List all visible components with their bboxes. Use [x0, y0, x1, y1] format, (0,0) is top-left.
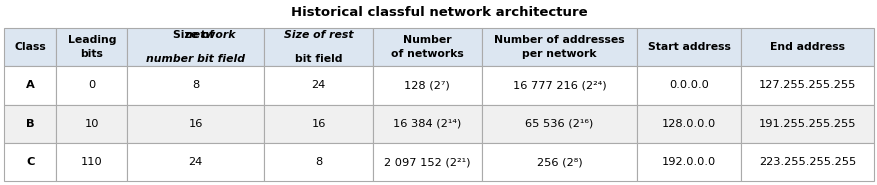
Text: 192.0.0.0: 192.0.0.0 — [661, 157, 716, 167]
Bar — [740, 105, 873, 143]
Bar — [127, 105, 264, 143]
Text: 256 (2⁸): 256 (2⁸) — [536, 157, 581, 167]
Text: Number
of networks: Number of networks — [390, 35, 463, 59]
Text: Class: Class — [15, 42, 46, 52]
Bar — [264, 105, 373, 143]
Text: B: B — [26, 119, 35, 129]
Text: 110: 110 — [81, 157, 103, 167]
Text: Size of ​​​​​​​​​​​: Size of ​​​​​​​​​​​ — [173, 30, 218, 40]
Bar — [4, 143, 56, 181]
Text: Leading
bits: Leading bits — [68, 35, 116, 59]
Bar — [740, 143, 873, 181]
Text: 0: 0 — [88, 80, 96, 90]
Text: A: A — [26, 80, 35, 90]
Text: 0.0.0.0: 0.0.0.0 — [668, 80, 709, 90]
Bar — [127, 143, 264, 181]
Text: 24: 24 — [311, 80, 325, 90]
Text: 8: 8 — [315, 157, 322, 167]
Text: 128 (2⁷): 128 (2⁷) — [403, 80, 450, 90]
Bar — [373, 66, 481, 105]
Text: Start address: Start address — [647, 42, 730, 52]
Text: 191.255.255.255: 191.255.255.255 — [758, 119, 855, 129]
Text: 223.255.255.255: 223.255.255.255 — [758, 157, 855, 167]
Bar — [4, 28, 56, 66]
Text: network: network — [155, 30, 236, 40]
Bar — [4, 105, 56, 143]
Bar — [740, 66, 873, 105]
Bar — [481, 143, 637, 181]
Bar — [127, 66, 264, 105]
Text: 16 777 216 (2²⁴): 16 777 216 (2²⁴) — [512, 80, 606, 90]
Bar — [373, 105, 481, 143]
Bar — [481, 66, 637, 105]
Text: bit field: bit field — [295, 54, 342, 64]
Text: Number of addresses
per network: Number of addresses per network — [494, 35, 624, 59]
Bar — [373, 28, 481, 66]
Bar — [481, 105, 637, 143]
Bar — [4, 66, 56, 105]
Text: 65 536 (2¹⁶): 65 536 (2¹⁶) — [524, 119, 593, 129]
Bar — [481, 28, 637, 66]
Bar — [637, 66, 740, 105]
Text: End address: End address — [769, 42, 844, 52]
Bar — [56, 143, 127, 181]
Text: 8: 8 — [192, 80, 199, 90]
Text: 10: 10 — [84, 119, 99, 129]
Bar — [264, 143, 373, 181]
Text: 128.0.0.0: 128.0.0.0 — [661, 119, 716, 129]
Text: 16: 16 — [311, 119, 325, 129]
Bar — [56, 66, 127, 105]
Bar — [127, 28, 264, 66]
Bar — [740, 28, 873, 66]
Bar — [637, 28, 740, 66]
Bar — [264, 28, 373, 66]
Text: ​​​​​​​​​​​number bit field: ​​​​​​​​​​​number bit field — [146, 54, 245, 64]
Bar — [56, 105, 127, 143]
Text: Historical classful network architecture: Historical classful network architecture — [290, 6, 587, 18]
Text: Size of rest: Size of rest — [283, 30, 353, 40]
Bar — [373, 143, 481, 181]
Text: 16 384 (2¹⁴): 16 384 (2¹⁴) — [393, 119, 460, 129]
Bar — [56, 28, 127, 66]
Text: C: C — [26, 157, 34, 167]
Text: 16: 16 — [189, 119, 203, 129]
Bar — [264, 66, 373, 105]
Text: 2 097 152 (2²¹): 2 097 152 (2²¹) — [383, 157, 470, 167]
Text: 24: 24 — [189, 157, 203, 167]
Bar — [637, 143, 740, 181]
Bar — [637, 105, 740, 143]
Text: 127.255.255.255: 127.255.255.255 — [758, 80, 855, 90]
